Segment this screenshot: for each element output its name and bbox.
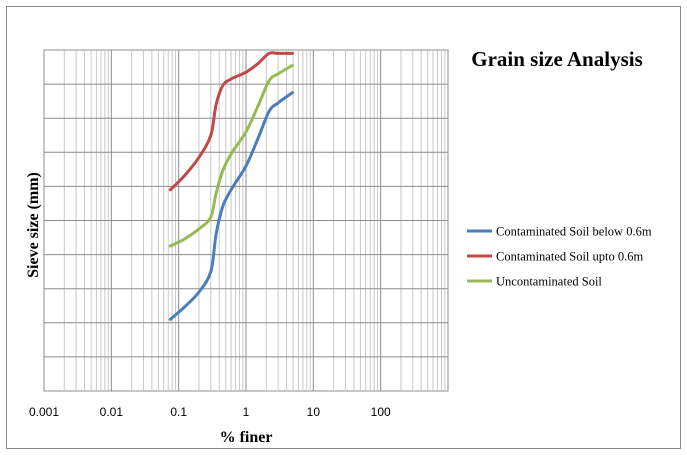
series-line-2 [168, 51, 294, 192]
series-lines [168, 51, 294, 321]
x-tick-labels: 0.001 0.01 0.1 1 10 100 [29, 405, 391, 419]
legend-entry-1: Contaminated Soil below 0.6m [496, 225, 652, 239]
chart-title: Grain size Analysis [471, 47, 643, 71]
series-line-3 [168, 63, 294, 248]
legend: Contaminated Soil below 0.6m Contaminated… [467, 225, 652, 289]
y-axis-label: Sieve size (mm) [25, 172, 42, 278]
chart-svg: 0.001 0.01 0.1 1 10 100 Grain size Analysis %… [25, 47, 652, 446]
legend-entry-2: Contaminated Soil upto 0.6m [496, 250, 643, 264]
x-tick-label: 10 [307, 405, 321, 419]
legend-entry-3: Uncontaminated Soil [496, 275, 602, 289]
x-tick-label: 0.1 [170, 405, 187, 419]
x-tick-label: 0.01 [100, 405, 124, 419]
x-axis-label: % finer [220, 429, 273, 446]
x-tick-label: 0.001 [29, 405, 59, 419]
x-tick-label: 100 [371, 405, 391, 419]
x-tick-label: 1 [243, 405, 250, 419]
series-line-1 [168, 91, 294, 321]
grid-lines [44, 50, 448, 391]
chart-area: 0.001 0.01 0.1 1 10 100 Grain size Analysis %… [6, 6, 681, 449]
